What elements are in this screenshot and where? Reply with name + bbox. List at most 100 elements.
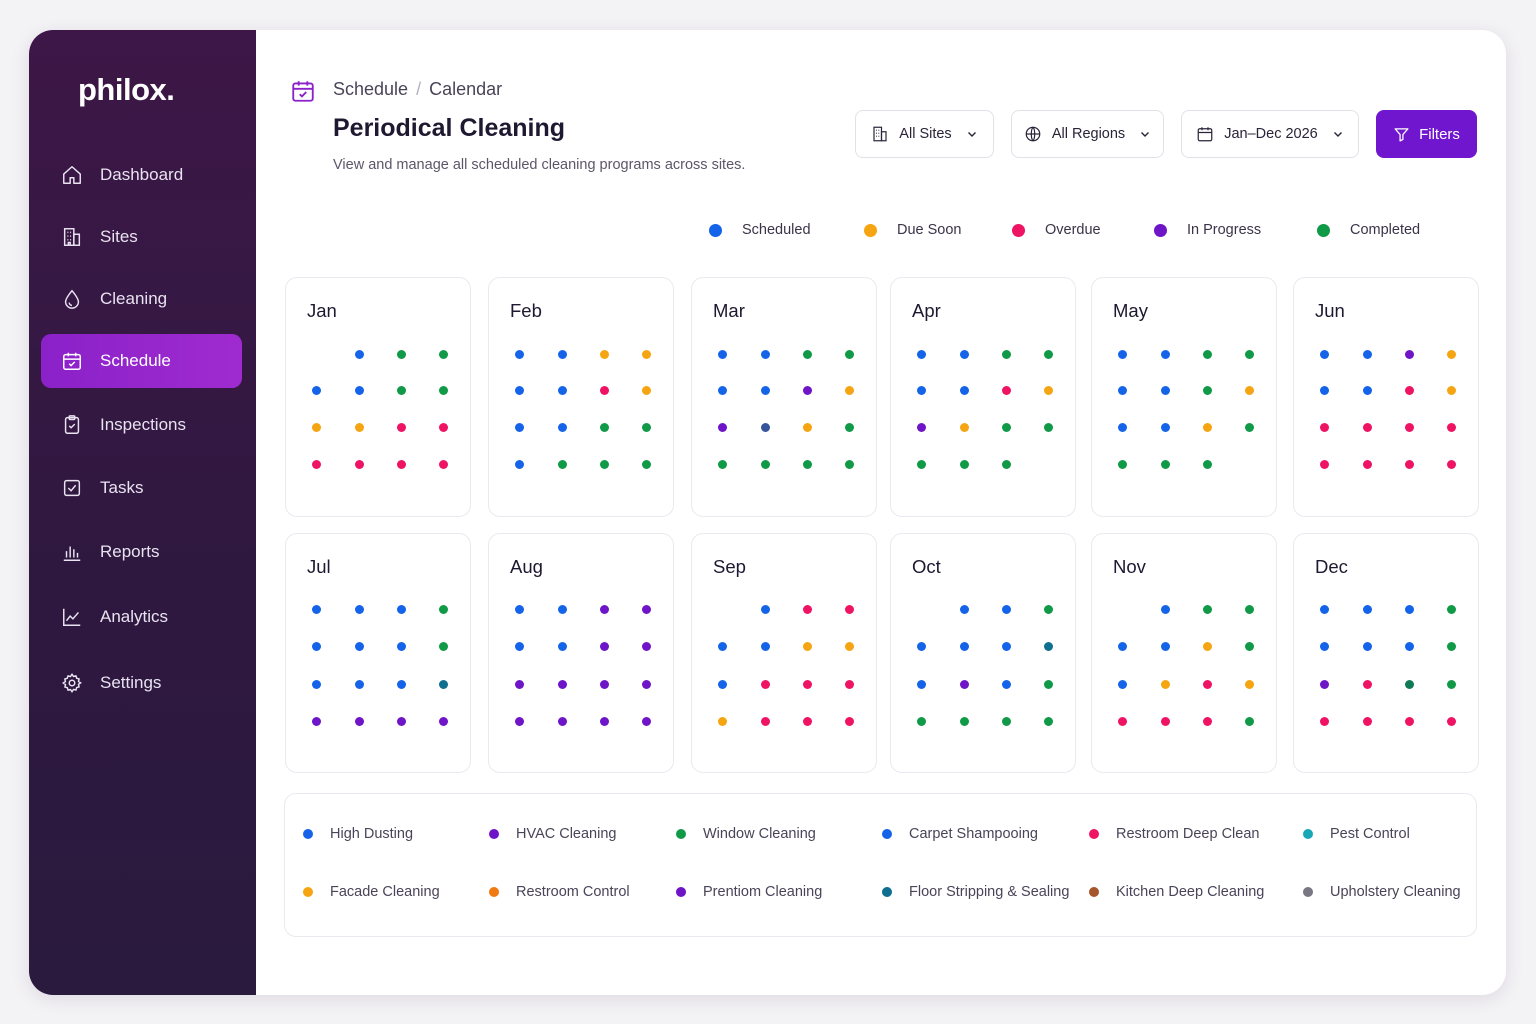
schedule-dot[interactable]: [1117, 716, 1127, 726]
schedule-dot[interactable]: [1117, 422, 1127, 432]
schedule-dot[interactable]: [844, 716, 854, 726]
schedule-dot[interactable]: [959, 716, 969, 726]
schedule-dot[interactable]: [844, 422, 854, 432]
schedule-dot[interactable]: [1117, 641, 1127, 651]
schedule-dot[interactable]: [717, 679, 727, 689]
schedule-dot[interactable]: [1001, 459, 1011, 469]
breadcrumb-item-schedule[interactable]: Schedule: [333, 79, 409, 99]
schedule-dot[interactable]: [1043, 641, 1053, 651]
sidebar-item-settings[interactable]: Settings: [41, 656, 242, 710]
cleaning-type-item[interactable]: Pest Control: [1303, 826, 1410, 842]
schedule-dot[interactable]: [1404, 716, 1414, 726]
schedule-dot[interactable]: [1117, 385, 1127, 395]
schedule-dot[interactable]: [557, 422, 567, 432]
regions-dropdown[interactable]: All Regions: [1011, 110, 1164, 158]
cleaning-type-item[interactable]: Kitchen Deep Cleaning: [1089, 884, 1264, 900]
sites-dropdown[interactable]: All Sites: [855, 110, 994, 158]
schedule-dot[interactable]: [802, 459, 812, 469]
schedule-dot[interactable]: [1001, 385, 1011, 395]
schedule-dot[interactable]: [1001, 679, 1011, 689]
schedule-dot[interactable]: [1244, 641, 1254, 651]
schedule-dot[interactable]: [599, 641, 609, 651]
schedule-dot[interactable]: [760, 679, 770, 689]
cleaning-type-item[interactable]: Facade Cleaning: [303, 884, 440, 900]
schedule-dot[interactable]: [916, 641, 926, 651]
schedule-dot[interactable]: [959, 385, 969, 395]
month-card-jan[interactable]: Jan: [285, 277, 471, 517]
cleaning-type-item[interactable]: High Dusting: [303, 826, 413, 842]
schedule-dot[interactable]: [1362, 679, 1372, 689]
schedule-dot[interactable]: [599, 349, 609, 359]
schedule-dot[interactable]: [1446, 679, 1456, 689]
schedule-dot[interactable]: [959, 459, 969, 469]
schedule-dot[interactable]: [1244, 385, 1254, 395]
schedule-dot[interactable]: [396, 349, 406, 359]
month-card-oct[interactable]: Oct: [890, 533, 1076, 773]
schedule-dot[interactable]: [1117, 349, 1127, 359]
schedule-dot[interactable]: [760, 422, 770, 432]
schedule-dot[interactable]: [844, 641, 854, 651]
schedule-dot[interactable]: [641, 422, 651, 432]
schedule-dot[interactable]: [1244, 349, 1254, 359]
schedule-dot[interactable]: [514, 641, 524, 651]
schedule-dot[interactable]: [717, 385, 727, 395]
schedule-dot[interactable]: [641, 679, 651, 689]
schedule-dot[interactable]: [396, 641, 406, 651]
schedule-dot[interactable]: [802, 679, 812, 689]
schedule-dot[interactable]: [1362, 604, 1372, 614]
sidebar-item-cleaning[interactable]: Cleaning: [41, 272, 242, 326]
sidebar-item-analytics[interactable]: Analytics: [41, 590, 242, 644]
schedule-dot[interactable]: [354, 349, 364, 359]
schedule-dot[interactable]: [760, 604, 770, 614]
schedule-dot[interactable]: [1160, 716, 1170, 726]
schedule-dot[interactable]: [641, 641, 651, 651]
schedule-dot[interactable]: [1160, 459, 1170, 469]
schedule-dot[interactable]: [1160, 604, 1170, 614]
schedule-dot[interactable]: [1446, 349, 1456, 359]
schedule-dot[interactable]: [1202, 679, 1212, 689]
schedule-dot[interactable]: [311, 422, 321, 432]
schedule-dot[interactable]: [802, 641, 812, 651]
schedule-dot[interactable]: [396, 422, 406, 432]
schedule-dot[interactable]: [354, 459, 364, 469]
schedule-dot[interactable]: [1446, 641, 1456, 651]
schedule-dot[interactable]: [354, 716, 364, 726]
schedule-dot[interactable]: [354, 679, 364, 689]
cleaning-type-item[interactable]: Restroom Deep Clean: [1089, 826, 1259, 842]
schedule-dot[interactable]: [1202, 716, 1212, 726]
schedule-dot[interactable]: [396, 604, 406, 614]
schedule-dot[interactable]: [514, 459, 524, 469]
sidebar-item-reports[interactable]: Reports: [41, 525, 242, 579]
schedule-dot[interactable]: [916, 422, 926, 432]
schedule-dot[interactable]: [354, 422, 364, 432]
schedule-dot[interactable]: [717, 459, 727, 469]
schedule-dot[interactable]: [599, 422, 609, 432]
schedule-dot[interactable]: [396, 385, 406, 395]
schedule-dot[interactable]: [1202, 349, 1212, 359]
schedule-dot[interactable]: [396, 716, 406, 726]
schedule-dot[interactable]: [599, 716, 609, 726]
schedule-dot[interactable]: [1202, 385, 1212, 395]
schedule-dot[interactable]: [1202, 641, 1212, 651]
month-card-nov[interactable]: Nov: [1091, 533, 1277, 773]
schedule-dot[interactable]: [1043, 385, 1053, 395]
schedule-dot[interactable]: [1362, 459, 1372, 469]
schedule-dot[interactable]: [959, 641, 969, 651]
schedule-dot[interactable]: [514, 679, 524, 689]
cleaning-type-item[interactable]: Window Cleaning: [676, 826, 816, 842]
schedule-dot[interactable]: [1446, 604, 1456, 614]
sidebar-item-dashboard[interactable]: Dashboard: [41, 148, 242, 202]
schedule-dot[interactable]: [557, 385, 567, 395]
schedule-dot[interactable]: [1404, 459, 1414, 469]
schedule-dot[interactable]: [311, 385, 321, 395]
schedule-dot[interactable]: [557, 349, 567, 359]
schedule-dot[interactable]: [557, 459, 567, 469]
schedule-dot[interactable]: [1362, 385, 1372, 395]
schedule-dot[interactable]: [916, 716, 926, 726]
schedule-dot[interactable]: [760, 459, 770, 469]
schedule-dot[interactable]: [1319, 604, 1329, 614]
schedule-dot[interactable]: [641, 604, 651, 614]
filters-button[interactable]: Filters: [1376, 110, 1477, 158]
schedule-dot[interactable]: [1244, 422, 1254, 432]
schedule-dot[interactable]: [396, 679, 406, 689]
